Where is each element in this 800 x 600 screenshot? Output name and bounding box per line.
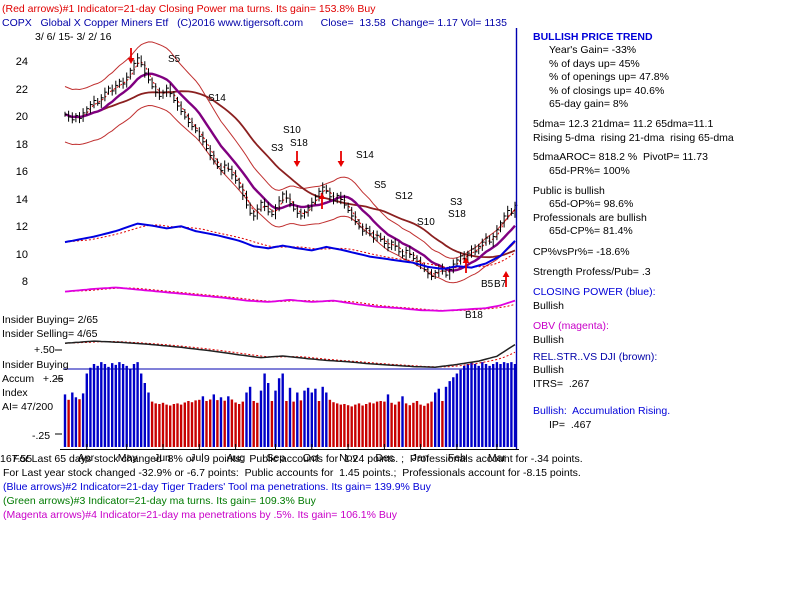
chart-side-label: Insider Selling= 4/65 [2,328,98,340]
sell-arrow-icon [127,58,135,64]
stats-line: 5dmaAROC= 818.2 % PivotP= 11.73 [533,151,708,164]
stats-line: REL.STR..VS DJI (brown): [533,351,658,363]
chart-side-label: Accum +.25 [2,373,64,385]
chart-side-label: Insider Buying= 2/65 [2,314,99,326]
sell-arrow-icon [293,161,301,167]
buy-arrow-icon [318,193,326,199]
footer-line: For Last 65 days stock changed 8% or .9 … [13,453,583,465]
stats-line: IP= .467 [549,418,592,431]
month-label: Jan [411,452,429,464]
chart-side-label: -.25 [32,430,51,442]
price-axis-label: 14 [15,193,28,206]
obv-line [64,286,516,312]
stats-line: 65-day gain= 8% [549,98,629,110]
signal-label-s14: S14 [208,93,226,104]
stats-line: ITRS= .267 [533,377,590,390]
stats-line: BULLISH PRICE TREND [533,31,653,43]
stats-line: Strength Profess/Pub= .3 [533,266,651,278]
month-label: May [117,452,138,464]
price-axis-label: 16 [15,166,28,178]
signal-label-s14: S14 [356,150,374,161]
footer-line: (Magenta arrows)#4 Indicator=21-day ma p… [3,509,397,521]
signal-label-s3: S3 [450,197,463,208]
stats-line: OBV (magenta): [533,320,609,333]
signal-label-s18: S18 [290,138,308,149]
chart-side-label: AI= 47/200 [2,401,54,413]
stats-line: Bullish [533,364,564,377]
chart-side-label: Index [2,387,28,399]
footer-line: 167.55 [0,453,33,465]
stats-line: % of days up= 45% [549,57,640,70]
quote-header: COPX Global X Copper Miners Etf (C)2016 … [2,17,507,29]
month-label: Jun [153,452,171,464]
stats-line: Bullish [533,333,564,346]
buy-arrow-icon [462,257,470,263]
stats-line: Bullish [533,299,564,312]
signal-label-s10: S10 [417,217,435,228]
stats-line: % of closings up= 40.6% [549,84,665,97]
stats-line: Public is bullish [533,185,605,197]
stats-line: Bullish: Accumulation Rising. [533,405,671,418]
month-label: Aug [226,452,246,464]
signal-label-b7: B7 [494,279,507,290]
month-label: Dec [375,452,395,464]
footer-line: For Last year stock changed -32.9% or -6… [3,467,581,479]
stats-line: Year's Gain= -33% [549,44,637,57]
signal-label-s3: S3 [271,143,284,154]
relative-strength-line [64,340,516,369]
chart-side-label: +.50 [34,344,55,356]
price-axis-label: 24 [15,56,28,68]
stats-line: CLOSING POWER (blue): [533,286,656,299]
price-axis-label: 20 [15,111,28,123]
month-label: Jul [190,452,204,464]
signal-label-s5: S5 [374,180,387,191]
month-label: Sep [266,452,286,464]
stats-line: 65d-PR%= 100% [549,164,630,177]
footer-line: (Blue arrows)#2 Indicator=21-day Tiger T… [3,481,431,493]
signal-label-b18: B18 [465,310,483,321]
price-bars [64,53,518,281]
signal-label-b5: B5 [481,279,494,290]
stats-line: 65d-CP%= 81.4% [549,225,633,238]
signal-label-s18: S18 [448,209,466,220]
stats-line: 65d-OP%= 98.6% [549,198,634,211]
price-axis-label: 8 [21,276,28,288]
closing-power-line [64,222,516,270]
price-axis-label: 10 [15,248,28,261]
sell-arrow-icon [337,161,345,167]
month-label: Apr [77,452,95,464]
accum-index-histogram [63,362,517,447]
signal-label-s10: S10 [283,125,301,136]
signal-arrows [127,48,510,287]
stats-line: 5dma= 12.3 21dma= 11.2 65dma=11.1 [533,118,714,131]
stats-line: Professionals are bullish [533,211,647,224]
footer-line: (Green arrows)#3 Indicator=21-day ma tur… [3,495,316,507]
buy-arrow-icon [502,271,510,277]
month-label: Nov [339,452,358,464]
date-range: 3/ 6/ 15- 3/ 2/ 16 [35,31,112,43]
price-axis-label: 22 [15,83,28,96]
price-axis-label: 12 [15,221,28,233]
signal-label-s5: S5 [168,54,181,65]
month-label: Mar [487,452,506,464]
signal-label-s12: S12 [395,191,413,202]
indicator1-summary: (Red arrows)#1 Indicator=21-day Closing … [2,3,376,15]
stats-line: CP%vsPr%= -18.6% [533,245,630,258]
stats-line: Rising 5-dma rising 21-dma rising 65-dma [533,131,734,144]
month-label: Oct [302,452,320,464]
month-label: Feb [447,452,467,464]
stats-line: % of openings up= 47.8% [549,71,669,84]
chart-side-label: Insider Buying [2,359,69,371]
price-axis-label: 18 [15,138,28,151]
